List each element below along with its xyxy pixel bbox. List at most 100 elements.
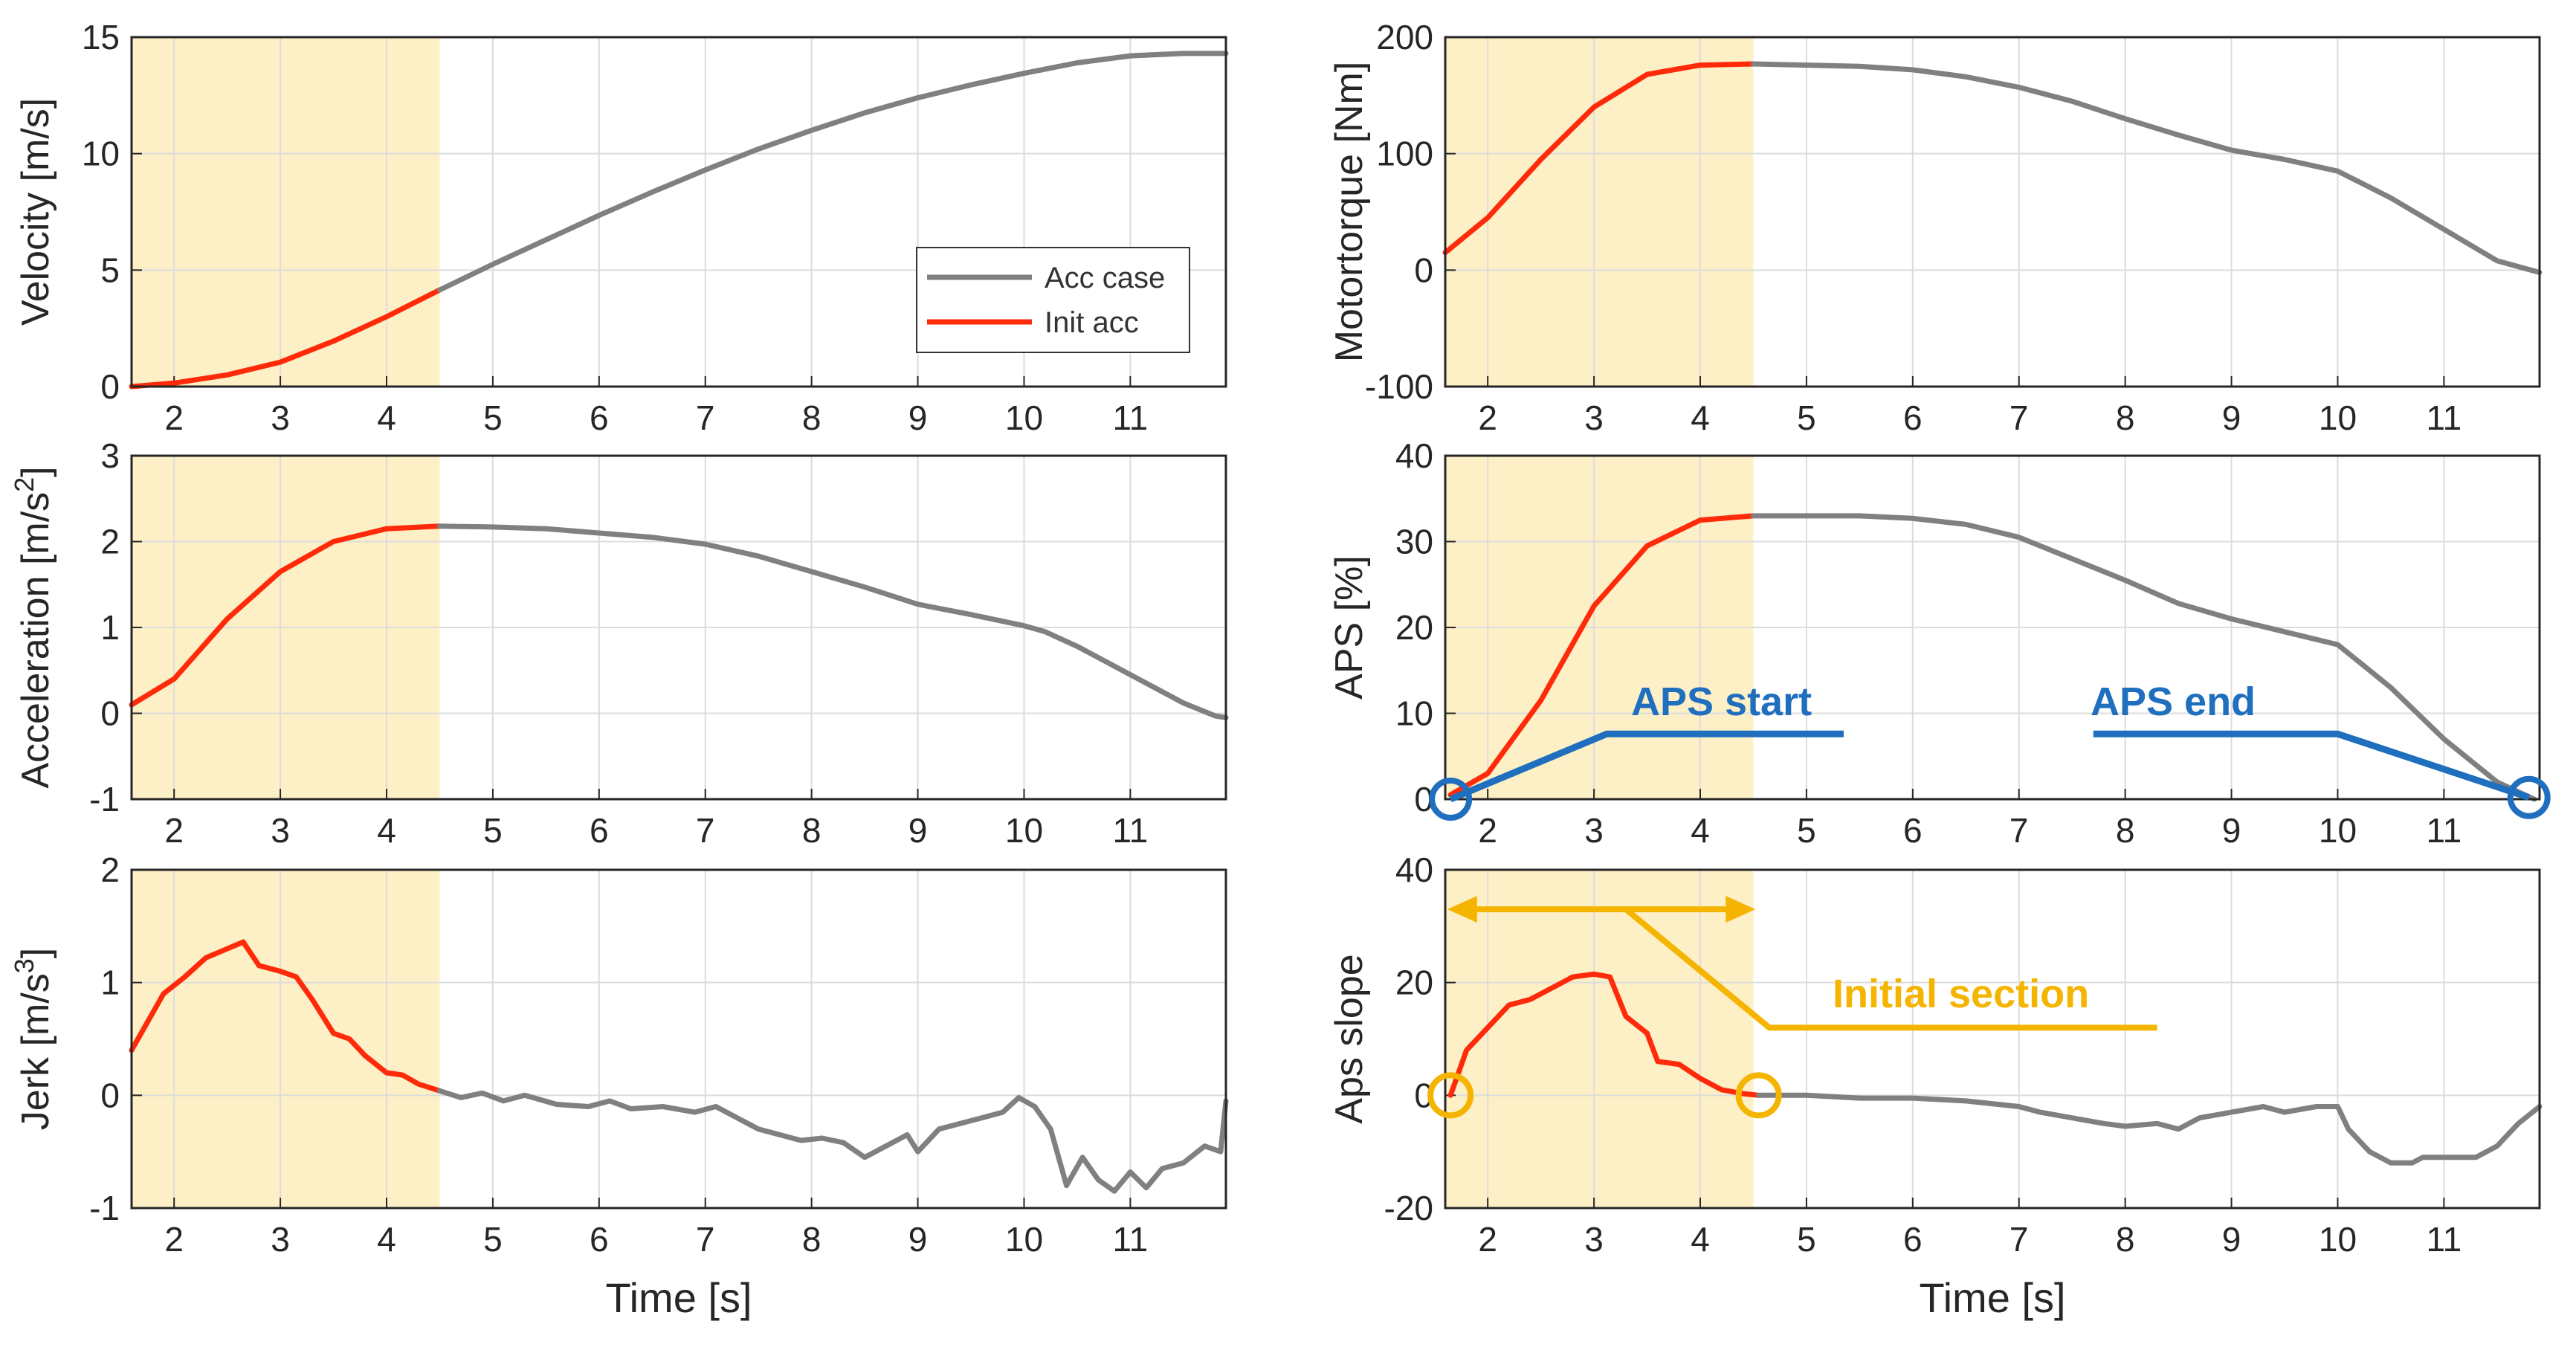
jerk-xtick-label: 11	[1112, 1220, 1148, 1259]
acceleration-xtick-label: 9	[908, 811, 928, 850]
aps-xtick-label: 4	[1691, 811, 1710, 850]
aps-end-leader	[2093, 730, 2531, 801]
motor-torque-xtick-label: 3	[1584, 398, 1604, 437]
aps-xtick-label: 8	[2116, 811, 2135, 850]
initial-section-arrow-head-left	[1447, 896, 1477, 923]
aps-slope-xtick-label: 11	[2426, 1220, 2462, 1259]
velocity-ylabel: Velocity [m/s]	[14, 98, 57, 326]
aps-slope-xtick-label: 9	[2222, 1220, 2241, 1259]
motor-torque-acc-case-line	[1750, 61, 2543, 275]
acceleration-ytick-label: 1	[100, 608, 120, 647]
acceleration-ylabel-end: ]	[14, 466, 57, 477]
motor-torque-ytick-label: -100	[1365, 367, 1433, 406]
aps-slope-ytick-label: -20	[1384, 1189, 1433, 1227]
acceleration-xtick-label: 2	[164, 811, 184, 850]
jerk-xtick-label: 3	[271, 1220, 290, 1259]
acceleration-xtick-label: 8	[802, 811, 821, 850]
jerk-axes-frame	[130, 868, 1227, 1210]
aps-slope-axes-frame	[1444, 868, 2541, 1210]
motor-torque-ylabel: Motortorque [Nm]	[1328, 62, 1371, 363]
aps-ytick-label: 10	[1395, 694, 1433, 733]
aps-xtick-label: 10	[2319, 811, 2357, 850]
velocity-ytick-label: 5	[100, 251, 120, 289]
jerk-ylabel-superscript: 3	[9, 958, 39, 973]
jerk-ytick-label: 2	[100, 850, 120, 889]
aps-slope-xlabel: Time [s]	[1919, 1274, 2065, 1321]
aps-end-marker	[2507, 775, 2551, 819]
acceleration-xtick-label: 11	[1112, 811, 1148, 850]
acceleration-ylabel: Acceleration [m/s2]	[9, 466, 57, 788]
aps-init-acc-line	[1447, 513, 1756, 798]
aps-slope-xtick-label: 6	[1903, 1220, 1923, 1259]
aps-ytick-label: 40	[1395, 436, 1433, 475]
aps-slope-acc-case-line	[1756, 1092, 2543, 1166]
aps-slope-xtick-label: 2	[1478, 1220, 1497, 1259]
velocity-ytick-label: 15	[82, 18, 120, 56]
aps-start-leader	[1449, 730, 1844, 803]
motor-torque-initial-section-shade	[1445, 37, 1754, 387]
velocity-panel: 2 3 4 5 6 7 8 9 10 11 0 5 10 15 Velocity [m/s]	[14, 18, 1229, 437]
motor-torque-ytick-label: 100	[1376, 135, 1433, 173]
acceleration-init-acc-line	[129, 523, 442, 708]
aps-xtick-label: 2	[1478, 811, 1497, 850]
velocity-xtick-label: 2	[164, 398, 184, 437]
aps-ylabel: APS [%]	[1328, 555, 1371, 700]
aps-slope-xtick-label: 7	[2010, 1220, 2029, 1259]
legend: Acc case Init acc	[916, 247, 1190, 353]
jerk-xlabel: Time [s]	[605, 1274, 752, 1321]
jerk-ylabel: Jerk [m/s3]	[9, 948, 57, 1130]
aps-xtick-label: 6	[1903, 811, 1923, 850]
velocity-xtick-label: 7	[696, 398, 715, 437]
aps-slope-init-acc-line	[1447, 971, 1762, 1098]
jerk-initial-section-shade	[132, 870, 440, 1208]
velocity-xtick-label: 8	[802, 398, 821, 437]
motor-torque-xtick-label: 11	[2426, 398, 2462, 437]
aps-slope-xtick-label: 8	[2116, 1220, 2135, 1259]
velocity-init-acc-line	[129, 287, 442, 390]
jerk-xtick-label: 4	[377, 1220, 396, 1259]
acceleration-ytick-label: 0	[100, 694, 120, 733]
velocity-xtick-label: 3	[271, 398, 290, 437]
acceleration-xtick-label: 6	[590, 811, 609, 850]
aps-slope-initial-section-shade	[1445, 870, 1754, 1208]
aps-xtick-label: 9	[2222, 811, 2241, 850]
legend-init-acc-label: Init acc	[1045, 306, 1139, 339]
jerk-xtick-label: 8	[802, 1220, 821, 1259]
acceleration-ytick-label: 3	[100, 436, 120, 475]
aps-end-label: APS end	[2091, 679, 2256, 724]
aps-slope-ylabel: Aps slope	[1328, 954, 1371, 1123]
motor-torque-xtick-label: 8	[2116, 398, 2135, 437]
aps-slope-ylabel-text: Aps slope	[1328, 954, 1371, 1123]
jerk-init-acc-line	[129, 939, 442, 1094]
aps-slope-ytick-label: 20	[1395, 963, 1433, 1002]
aps-xtick-label: 11	[2426, 811, 2462, 850]
aps-ytick-label: 20	[1395, 608, 1433, 647]
jerk-xtick-label: 10	[1005, 1220, 1043, 1259]
aps-slope-xtick-label: 10	[2319, 1220, 2357, 1259]
motor-torque-axes-frame	[1444, 36, 2541, 388]
aps-xtick-label: 5	[1797, 811, 1816, 850]
aps-slope-ytick-label: 40	[1395, 850, 1433, 889]
jerk-ytick-label: 0	[100, 1076, 120, 1114]
velocity-initial-section-shade	[132, 37, 440, 387]
acceleration-ylabel-text: Acceleration [m/s	[14, 492, 57, 789]
motor-torque-xtick-label: 4	[1691, 398, 1710, 437]
initial-section-end-marker	[1735, 1072, 1782, 1119]
legend-acc-case-label: Acc case	[1045, 262, 1165, 294]
jerk-xtick-label: 2	[164, 1220, 184, 1259]
aps-xtick-label: 7	[2010, 811, 2029, 850]
acceleration-xtick-label: 7	[696, 811, 715, 850]
velocity-axes-frame	[130, 36, 1227, 388]
aps-annotations: APS start APS end	[1429, 679, 2551, 821]
velocity-ylabel-text: Velocity [m/s]	[14, 98, 57, 326]
jerk-xtick-label: 6	[590, 1220, 609, 1259]
motor-torque-xtick-label: 7	[2010, 398, 2029, 437]
acceleration-ytick-label: -1	[89, 780, 120, 819]
motor-torque-xtick-label: 6	[1903, 398, 1923, 437]
aps-slope-xtick-label: 5	[1797, 1220, 1816, 1259]
